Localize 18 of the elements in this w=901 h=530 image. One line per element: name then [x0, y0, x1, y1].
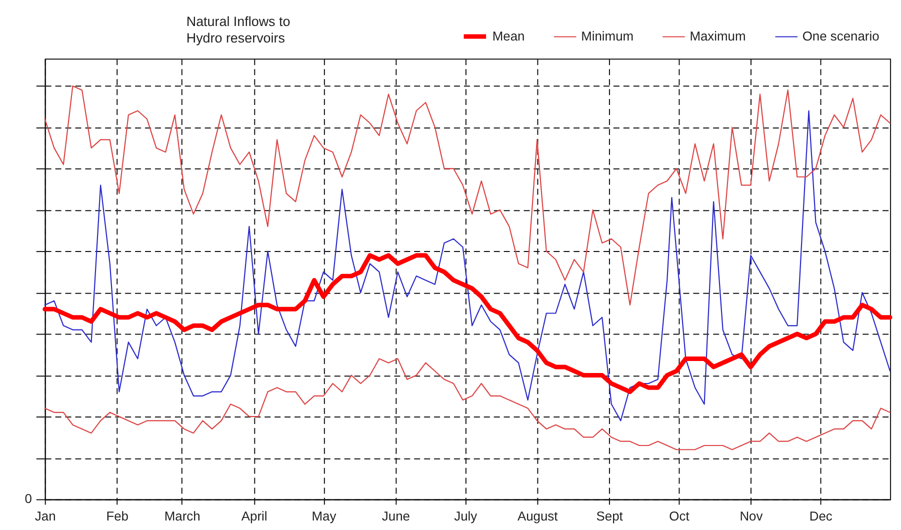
text: 0 [24, 491, 32, 506]
x-tick-label: July [454, 508, 478, 524]
legend-label: Minimum [581, 28, 634, 44]
x-tick-label: Jan [34, 508, 56, 524]
x-tick-label: August [517, 508, 558, 524]
legend-label: Mean [492, 28, 525, 44]
x-tick-label: Dec [809, 508, 833, 524]
chart-title: Natural Inflows to Hydro reservoirs [186, 14, 290, 46]
x-tick-label: June [382, 508, 410, 524]
legend-label: Maximum [690, 28, 746, 44]
x-tick-label: Nov [740, 508, 764, 524]
legend-label: One scenario [802, 28, 880, 44]
x-tick-label: April [241, 508, 268, 524]
x-tick-label: March [164, 508, 200, 524]
x-tick-label: May [312, 508, 337, 524]
x-tick-label: Oct [669, 508, 690, 524]
x-tick-label: Sept [596, 508, 624, 524]
x-tick-label: Feb [106, 508, 128, 524]
